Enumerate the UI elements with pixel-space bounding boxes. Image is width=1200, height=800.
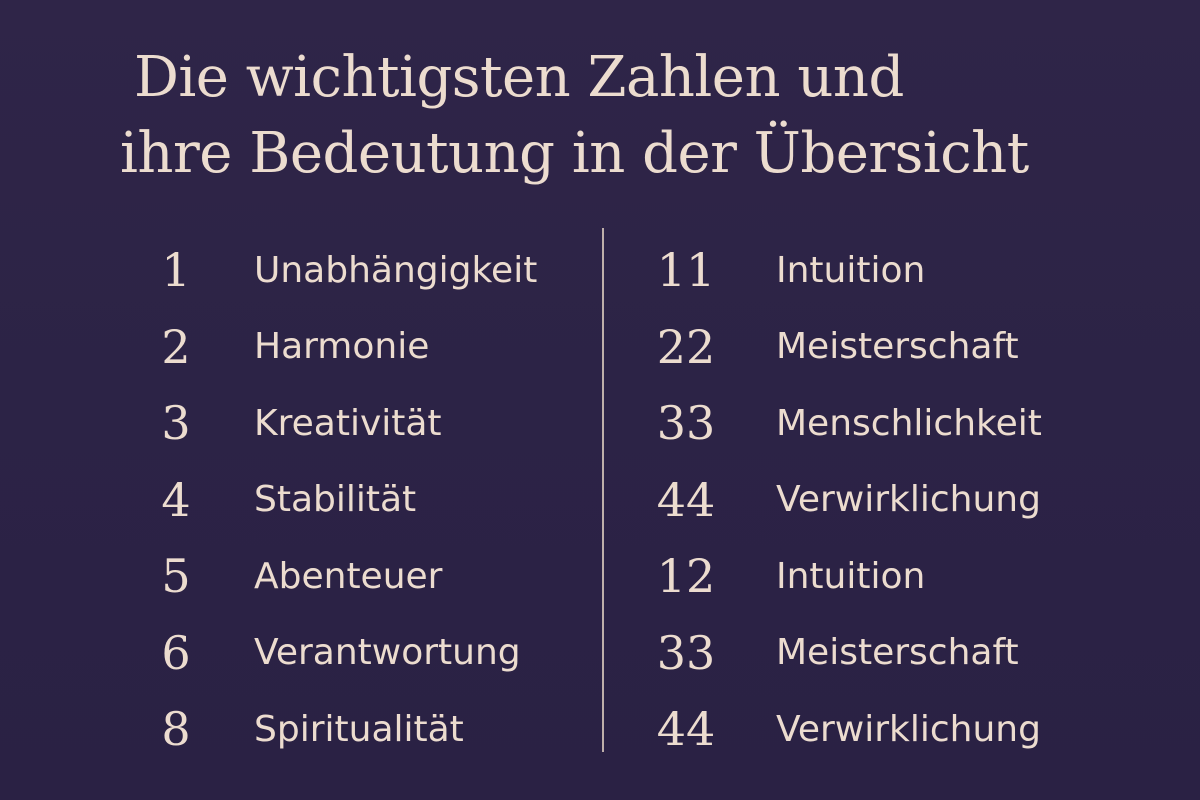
page-title: Die wichtigsten Zahlen und ihre Bedeutun… — [120, 40, 1180, 192]
column-divider — [602, 228, 604, 752]
meaning: Meisterschaft — [776, 326, 1019, 368]
list-item: 12 Intuition — [640, 538, 1120, 615]
list-item: 2 Harmonie — [140, 309, 580, 386]
meaning: Menschlichkeit — [776, 402, 1042, 444]
meaning: Verwirklichung — [776, 708, 1041, 750]
meaning: Meisterschaft — [776, 632, 1019, 674]
list-item: 6 Verantwortung — [140, 615, 580, 692]
list-item: 11 Intuition — [640, 232, 1120, 309]
list-item: 33 Meisterschaft — [640, 615, 1120, 692]
list-item: 5 Abenteuer — [140, 538, 580, 615]
list-item: 4 Stabilität — [140, 462, 580, 539]
meaning: Kreativität — [254, 402, 442, 444]
meaning: Intuition — [776, 555, 926, 597]
number: 5 — [161, 549, 191, 604]
number: 44 — [656, 472, 716, 527]
number: 44 — [656, 702, 716, 757]
number: 33 — [656, 625, 716, 680]
number: 8 — [161, 702, 191, 757]
list-item: 22 Meisterschaft — [640, 309, 1120, 386]
title-line-2: ihre Bedeutung in der Übersicht — [120, 121, 1029, 186]
number: 22 — [656, 319, 716, 374]
meaning: Harmonie — [254, 326, 430, 368]
number: 1 — [161, 243, 191, 298]
meaning: Spiritualität — [254, 708, 464, 750]
number: 3 — [161, 396, 191, 451]
list-item: 44 Verwirklichung — [640, 691, 1120, 768]
list-item: 33 Menschlichkeit — [640, 385, 1120, 462]
meaning: Abenteuer — [254, 555, 443, 597]
meaning: Verwirklichung — [776, 479, 1041, 521]
title-line-1: Die wichtigsten Zahlen und — [134, 45, 904, 110]
number: 33 — [656, 396, 716, 451]
meaning: Intuition — [776, 249, 926, 291]
list-item: 44 Verwirklichung — [640, 462, 1120, 539]
number: 4 — [161, 472, 191, 527]
right-number-column: 11 Intuition 22 Meisterschaft 33 Menschl… — [640, 232, 1120, 768]
list-item: 3 Kreativität — [140, 385, 580, 462]
meaning: Verantwortung — [254, 632, 521, 674]
number: 11 — [656, 243, 716, 298]
list-item: 8 Spiritualität — [140, 691, 580, 768]
list-item: 1 Unabhängigkeit — [140, 232, 580, 309]
number: 6 — [161, 625, 191, 680]
left-number-column: 1 Unabhängigkeit 2 Harmonie 3 Kreativitä… — [140, 232, 580, 768]
meaning: Unabhängigkeit — [254, 249, 538, 291]
number: 12 — [656, 549, 716, 604]
number: 2 — [161, 319, 191, 374]
meaning: Stabilität — [254, 479, 417, 521]
